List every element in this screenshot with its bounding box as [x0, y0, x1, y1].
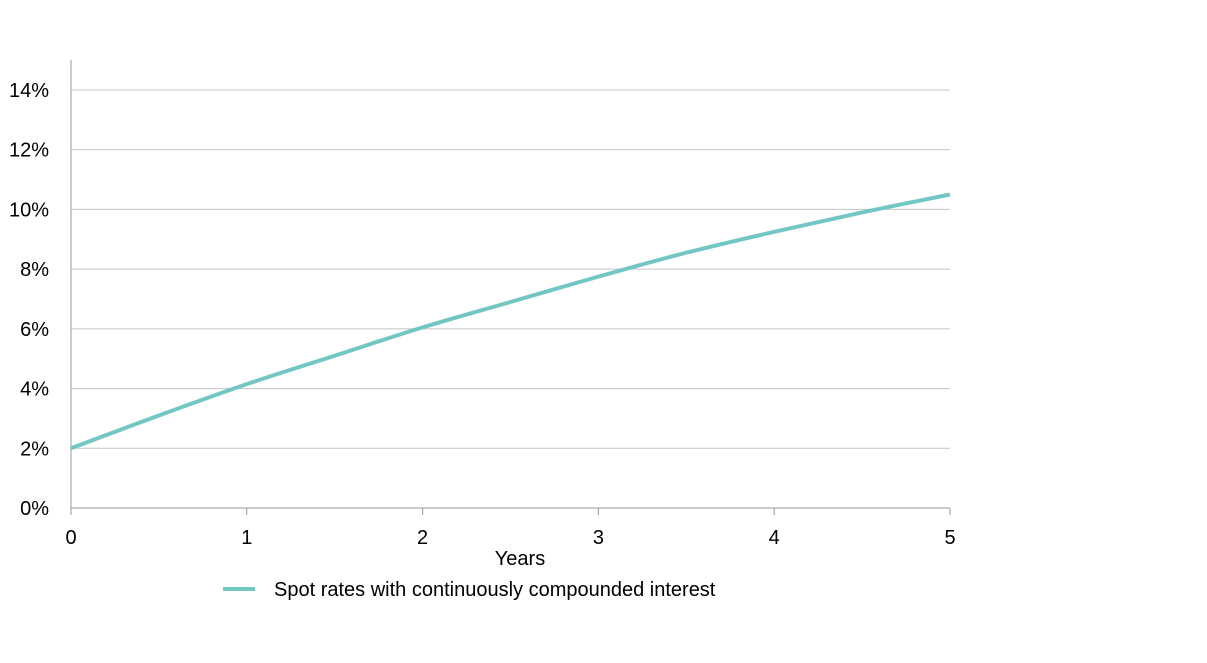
x-tick-label: 5	[944, 527, 955, 549]
axes	[70, 60, 951, 515]
y-tick-label: 0%	[20, 498, 49, 520]
series-lines	[70, 192, 951, 451]
x-axis-title: Years	[495, 548, 545, 570]
legend: Spot rates with continuously compounded …	[223, 579, 716, 601]
x-tick-label: 1	[241, 527, 252, 549]
gridlines	[71, 89, 950, 449]
y-tick-label: 14%	[9, 80, 49, 102]
x-tick-label: 0	[65, 527, 76, 549]
y-tick-label: 12%	[9, 140, 49, 162]
x-tick-label: 3	[593, 527, 604, 549]
series-line	[70, 192, 951, 451]
y-tick-label: 2%	[20, 438, 49, 460]
x-tick-label: 2	[417, 527, 428, 549]
y-tick-label: 6%	[20, 319, 49, 341]
y-tick-label: 8%	[20, 259, 49, 281]
legend-label: Spot rates with continuously compounded …	[274, 579, 716, 601]
tick-labels: 0% 2% 4% 6% 8% 10% 12% 14% 0 1 2 3 4 5	[9, 80, 956, 549]
x-tick-label: 4	[769, 527, 780, 549]
y-tick-label: 4%	[20, 379, 49, 401]
y-tick-label: 10%	[9, 199, 49, 221]
